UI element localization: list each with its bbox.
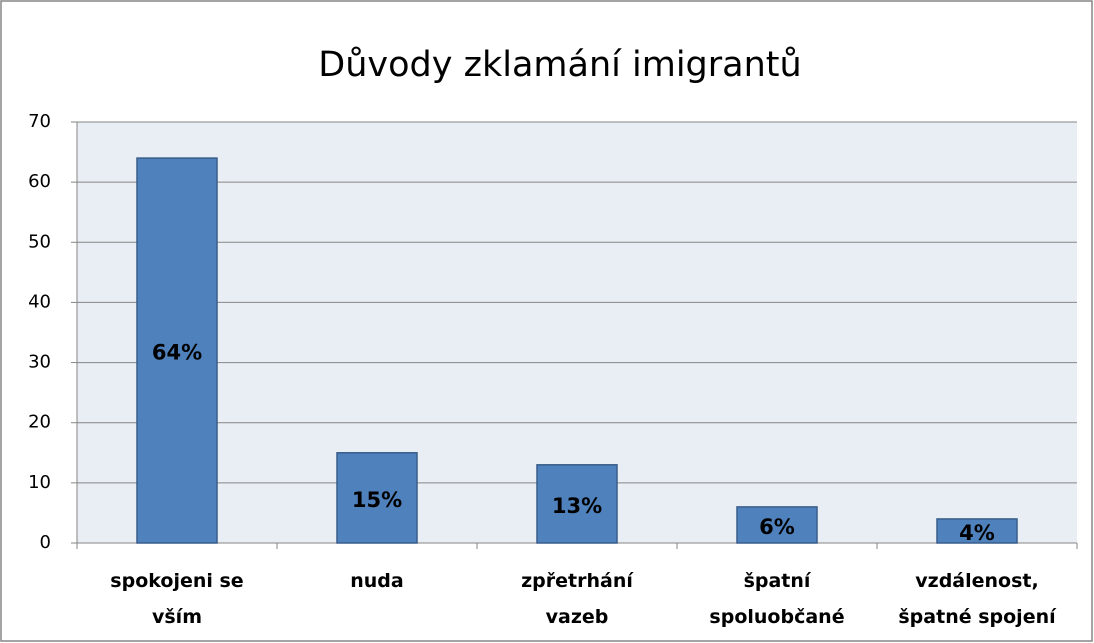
value-label: 15%	[352, 488, 402, 512]
value-label: 6%	[759, 515, 795, 539]
label-line: vazeb	[546, 606, 609, 628]
x-tick-label: nuda	[350, 570, 403, 592]
y-tick-label: 40	[28, 291, 51, 312]
y-tick-label: 30	[28, 352, 51, 373]
chart-title: Důvody zklamání imigrantů	[318, 45, 801, 85]
label-line: špatní	[744, 570, 812, 592]
label-line: spokojeni se	[110, 570, 243, 592]
label-line: špatné spojení	[898, 606, 1057, 628]
y-tick-label: 50	[28, 231, 51, 252]
bar	[336, 452, 418, 544]
y-tick-label: 70	[28, 111, 51, 132]
value-label: 13%	[552, 494, 602, 518]
label-line: spoluobčané	[709, 606, 844, 628]
bar	[136, 157, 218, 544]
x-tick-label: zpřetrhání vazeb	[521, 570, 634, 628]
x-tick-label: spokojeni se vším	[110, 570, 243, 628]
label-line: vzdálenost,	[915, 570, 1038, 592]
x-tick-label: vzdálenost, špatné spojení	[898, 570, 1057, 628]
bar	[736, 506, 818, 544]
y-tick-label: 10	[28, 472, 51, 493]
value-label: 64%	[152, 341, 202, 365]
y-tick-label: 60	[28, 171, 51, 192]
y-tick-label: 0	[40, 532, 51, 553]
label-line: nuda	[350, 570, 403, 592]
x-tick-label: špatní spoluobčané	[709, 570, 844, 628]
label-line: zpřetrhání	[521, 570, 634, 592]
bar	[936, 518, 1018, 544]
bar	[536, 464, 618, 544]
value-label: 4%	[959, 521, 995, 545]
y-tick-label: 20	[28, 412, 51, 433]
label-line: vším	[152, 606, 202, 628]
